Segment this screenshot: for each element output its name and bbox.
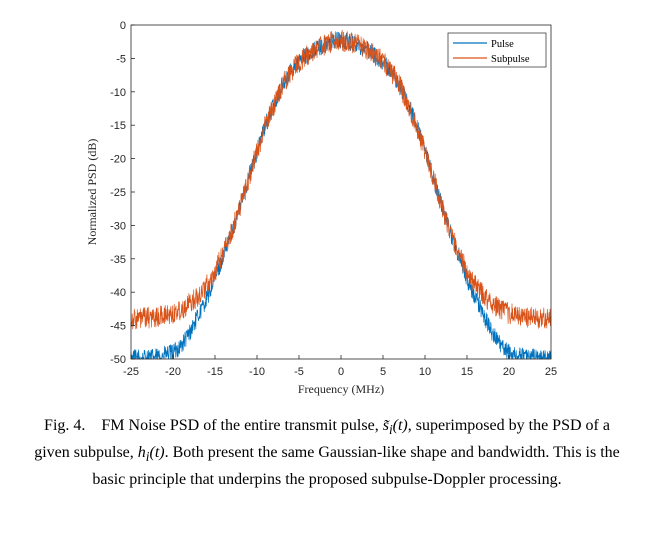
caption-label: Fig. 4. <box>44 417 86 434</box>
x-tick-label: -15 <box>207 366 223 378</box>
caption-math-h: hi(t) <box>137 444 165 465</box>
caption-h-symbol: h <box>137 444 146 462</box>
caption-text-2: , superimposed by the PSD of a given sub… <box>34 417 610 462</box>
x-tick-label: 10 <box>419 366 431 378</box>
x-tick-label: -10 <box>249 366 265 378</box>
x-tick-label: 0 <box>338 366 344 378</box>
series-line-subpulse <box>130 29 552 330</box>
y-tick-label: -35 <box>110 254 126 266</box>
caption-s-sub: i <box>388 422 393 438</box>
y-tick-label: -15 <box>110 120 126 132</box>
legend: Pulse Subpulse <box>447 32 547 68</box>
x-tick-label: 20 <box>503 366 515 378</box>
x-tick-label: 25 <box>545 366 557 378</box>
caption-h-sub: i <box>145 449 150 465</box>
y-tick-label: -5 <box>116 53 126 65</box>
x-tick-label: -25 <box>123 366 139 378</box>
y-tick-label: -20 <box>110 154 126 166</box>
y-tick-label: -25 <box>110 187 126 199</box>
x-tick-label: 15 <box>461 366 473 378</box>
psd-figure: -25 -20 -15 -10 -5 0 5 10 15 20 25 0 -5 -10 -15 -20 -25-… <box>85 20 557 396</box>
x-tick-label: -20 <box>165 366 181 378</box>
x-axis-label: Frequency (MHz) <box>298 382 384 396</box>
y-tick-label: -10 <box>110 87 126 99</box>
tick-layer: -25 -20 -15 -10 -5 0 5 10 15 20 250-5-10-15-20-25-… <box>110 20 557 378</box>
plot-area <box>131 25 551 359</box>
figure-caption: Fig. 4. FM Noise PSD of the entire trans… <box>28 414 626 491</box>
caption-s-symbol: s̃ <box>382 417 389 434</box>
legend-subpulse-label: Subpulse <box>491 54 530 65</box>
y-axis-label: Normalized PSD (dB) <box>85 139 99 246</box>
caption-text-3: . Both present the same Gaussian-like sh… <box>92 444 620 489</box>
legend-box <box>447 32 547 68</box>
caption-h-arg: (t) <box>149 444 165 462</box>
series-line-pulse <box>130 31 552 360</box>
series-layer <box>130 29 552 360</box>
caption-text-1: FM Noise PSD of the entire transmit puls… <box>101 417 379 434</box>
y-tick-label: -45 <box>110 321 126 333</box>
x-tick-label: 5 <box>380 366 386 378</box>
y-tick-label: 0 <box>120 20 126 32</box>
y-tick-label: -50 <box>110 354 126 366</box>
y-tick-label: -40 <box>110 287 126 299</box>
caption-s-arg: (t) <box>392 417 408 434</box>
y-tick-label: -30 <box>110 220 126 232</box>
x-tick-label: -5 <box>294 366 304 378</box>
legend-pulse-label: Pulse <box>491 39 514 50</box>
psd-chart: -25 -20 -15 -10 -5 0 5 10 15 20 250-5-10-15-20-25-… <box>85 20 557 396</box>
caption-math-s: s̃i(t) <box>382 417 408 438</box>
